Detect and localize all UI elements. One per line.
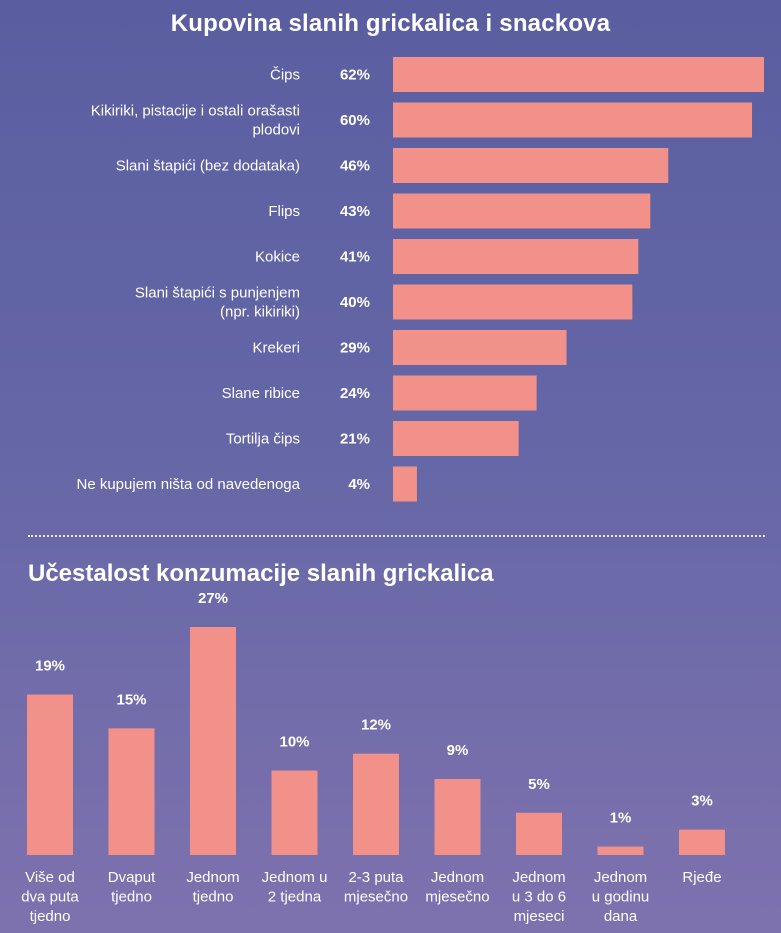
category-label-kupovina-0: Čips — [270, 67, 300, 84]
value-label-kupovina-0: 62% — [340, 67, 370, 84]
bar-kupovina-2 — [393, 148, 669, 183]
value-label-kupovina-3: 43% — [340, 203, 370, 220]
category-label-ucestalost-2: Jednom tjedno — [186, 869, 239, 906]
chart-2-title: Učestalost konzumacije slanih grickalica — [28, 560, 494, 587]
category-label-kupovina-6: Krekeri — [252, 340, 300, 357]
value-label-ucestalost-5: 9% — [447, 742, 469, 759]
bar-ucestalost-8 — [679, 829, 725, 855]
category-label-kupovina-8: Tortilja čips — [226, 431, 300, 448]
category-label-ucestalost-0: Više od dva puta tjedno — [21, 869, 79, 925]
bar-ucestalost-3 — [271, 770, 318, 855]
value-label-kupovina-7: 24% — [340, 385, 370, 402]
value-label-ucestalost-8: 3% — [691, 793, 713, 810]
category-label-kupovina-9: Ne kupujem ništa od navedenoga — [77, 476, 301, 493]
bar-kupovina-0 — [393, 57, 764, 92]
value-label-ucestalost-7: 1% — [610, 810, 632, 827]
value-label-kupovina-6: 29% — [340, 340, 370, 357]
bar-ucestalost-1 — [108, 728, 155, 855]
value-label-ucestalost-2: 27% — [198, 590, 228, 607]
category-label-ucestalost-8: Rjeđe — [682, 869, 721, 886]
bar-ucestalost-0 — [27, 694, 73, 855]
bar-kupovina-3 — [393, 193, 651, 229]
bar-kupovina-1 — [393, 102, 753, 138]
value-label-ucestalost-1: 15% — [116, 691, 146, 708]
category-label-kupovina-3: Flips — [268, 203, 300, 220]
bar-kupovina-9 — [393, 466, 417, 502]
bar-ucestalost-4 — [353, 753, 399, 855]
bar-ucestalost-2 — [190, 627, 236, 855]
category-label-kupovina-1: Kikiriki, pistacije i ostali orašasti plo… — [91, 103, 300, 139]
chart-1-title: Kupovina slanih grickalica i snackova — [170, 10, 611, 37]
category-label-kupovina-7: Slane ribice — [222, 385, 300, 402]
category-label-ucestalost-6: Jednom u 3 do 6 mjeseci — [512, 869, 566, 925]
value-label-kupovina-2: 46% — [340, 158, 370, 175]
section-divider — [28, 535, 765, 537]
bar-ucestalost-6 — [516, 812, 562, 855]
bar-kupovina-6 — [393, 330, 567, 365]
value-label-kupovina-1: 60% — [340, 112, 370, 129]
category-label-kupovina-4: Kokice — [255, 249, 300, 266]
value-label-kupovina-4: 41% — [340, 249, 370, 266]
bar-kupovina-8 — [393, 421, 519, 456]
bar-kupovina-7 — [393, 375, 537, 411]
value-label-kupovina-9: 4% — [348, 476, 370, 493]
value-label-kupovina-8: 21% — [340, 431, 370, 448]
chart-1-horizontal-bars: 62% Čips 60% Kikiriki, pistacije i ostali o… — [77, 57, 764, 502]
bar-kupovina-4 — [393, 239, 639, 274]
category-label-ucestalost-4: 2-3 puta mjesečno — [344, 869, 408, 906]
bar-kupovina-5 — [393, 284, 633, 320]
category-label-kupovina-5: Slani štapići s punjenjem (npr. kikiriki) — [135, 285, 300, 321]
category-label-ucestalost-1: Dvaput tjedno — [108, 869, 156, 906]
category-label-ucestalost-7: Jednom u godinu dana — [592, 869, 650, 925]
value-label-ucestalost-0: 19% — [35, 658, 65, 675]
category-label-ucestalost-5: Jednom mjesečno — [425, 869, 489, 906]
category-label-kupovina-2: Slani štapići (bez dodataka) — [116, 158, 300, 175]
value-label-ucestalost-4: 12% — [361, 717, 391, 734]
bar-ucestalost-7 — [597, 846, 644, 855]
value-label-kupovina-5: 40% — [340, 294, 370, 311]
bar-ucestalost-5 — [434, 779, 481, 855]
value-label-ucestalost-3: 10% — [279, 734, 309, 751]
value-label-ucestalost-6: 5% — [528, 776, 550, 793]
